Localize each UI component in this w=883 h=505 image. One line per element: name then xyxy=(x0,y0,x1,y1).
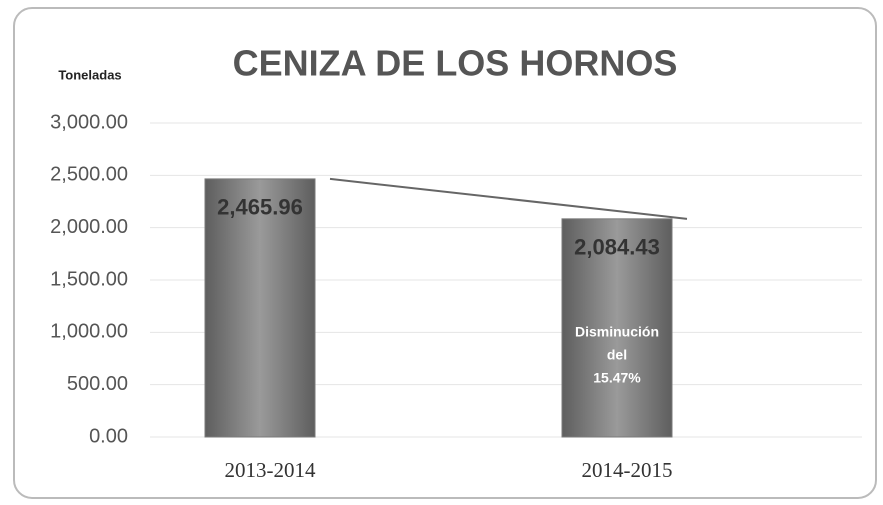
y-tick-label: 1,500.00 xyxy=(50,268,128,290)
chart-title: CENIZA DE LOS HORNOS xyxy=(233,43,678,84)
annotation: Disminución xyxy=(575,324,659,340)
y-tick-label: 3,000.00 xyxy=(50,111,128,133)
y-axis-label: Toneladas xyxy=(58,67,121,82)
data-label: 2,084.43 xyxy=(574,235,660,260)
x-tick-label: 2013-2014 xyxy=(225,458,316,482)
y-tick-label: 500.00 xyxy=(67,373,128,395)
bar xyxy=(561,218,673,438)
y-tick-label: 0.00 xyxy=(89,425,128,447)
trend-line xyxy=(329,177,688,220)
y-tick-label: 2,000.00 xyxy=(50,216,128,238)
annotation: 15.47% xyxy=(593,370,641,386)
bar xyxy=(204,178,316,438)
x-tick-label: 2014-2015 xyxy=(582,458,673,482)
data-label: 2,465.96 xyxy=(217,195,303,220)
annotation: del xyxy=(607,347,627,363)
y-tick-label: 1,000.00 xyxy=(50,321,128,343)
y-tick-label: 2,500.00 xyxy=(50,164,128,186)
